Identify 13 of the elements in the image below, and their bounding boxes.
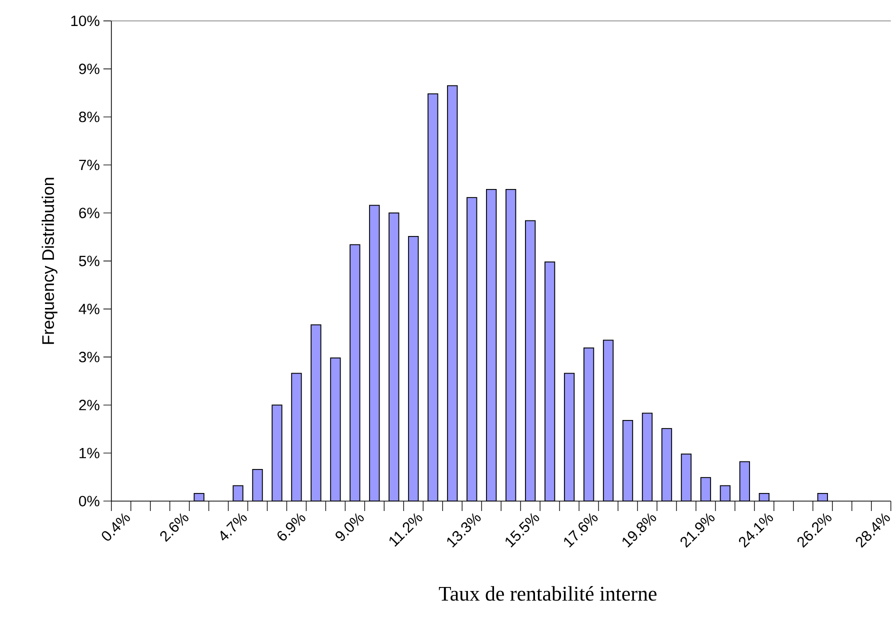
y-axis-title: Frequency Distribution xyxy=(42,178,58,344)
y-tick-label: 2% xyxy=(79,400,100,410)
y-tick-label: 7% xyxy=(79,160,100,170)
x-axis-title: Taux de rentabilité interne xyxy=(438,586,656,601)
y-tick-label: 10% xyxy=(71,15,100,26)
y-tick-label: 6% xyxy=(79,208,100,218)
y-tick-label: 4% xyxy=(78,304,100,314)
y-tick-label: 5% xyxy=(79,256,100,266)
y-tick-label: 9% xyxy=(79,64,100,74)
y-tick-label: 3% xyxy=(78,352,100,362)
y-tick-label: 0% xyxy=(79,496,100,506)
y-tick-label: 1% xyxy=(80,448,100,458)
y-tick-label: 8% xyxy=(79,112,100,122)
